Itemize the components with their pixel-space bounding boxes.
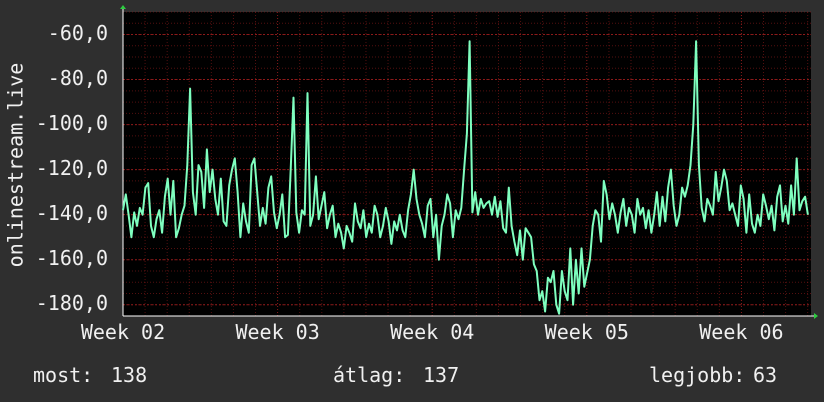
y-tick-label: -80,0 (48, 66, 108, 90)
x-tick-label: Week 06 (699, 320, 783, 344)
plot-area (123, 12, 811, 316)
footer-avg-value: 137 (423, 363, 459, 387)
x-tick-label: Week 03 (235, 320, 319, 344)
footer-now-label: most: (33, 363, 93, 387)
footer-avg-label: átlag: (333, 363, 405, 387)
y-tick-label: -60,0 (48, 21, 108, 45)
x-tick-label: Week 05 (545, 320, 629, 344)
x-axis-arrow (814, 313, 818, 319)
footer-best-value: 63 (753, 363, 777, 387)
footer-now-value: 138 (111, 363, 147, 387)
y-axis-arrow (120, 5, 126, 9)
y-axis-label: onlinestream.live (4, 63, 28, 268)
series-line (122, 40, 809, 315)
x-tick-labels: Week 02 Week 03 Week 04 Week 05 Week 06 (81, 320, 784, 344)
y-tick-label: -100,0 (36, 111, 108, 135)
x-tick-label: Week 02 (81, 320, 165, 344)
y-tick-label: -140,0 (36, 201, 108, 225)
y-tick-labels: -60,0 -80,0 -100,0 -120,0 -140,0 -160,0 -180,0 (36, 21, 108, 315)
x-tick-label: Week 04 (390, 320, 474, 344)
y-tick-label: -160,0 (36, 246, 108, 270)
footer-best-label: legjobb: (649, 363, 745, 387)
y-tick-label: -120,0 (36, 156, 108, 180)
series-layer (122, 40, 809, 315)
y-tick-label: -180,0 (36, 291, 108, 315)
axis-layer (120, 5, 818, 319)
